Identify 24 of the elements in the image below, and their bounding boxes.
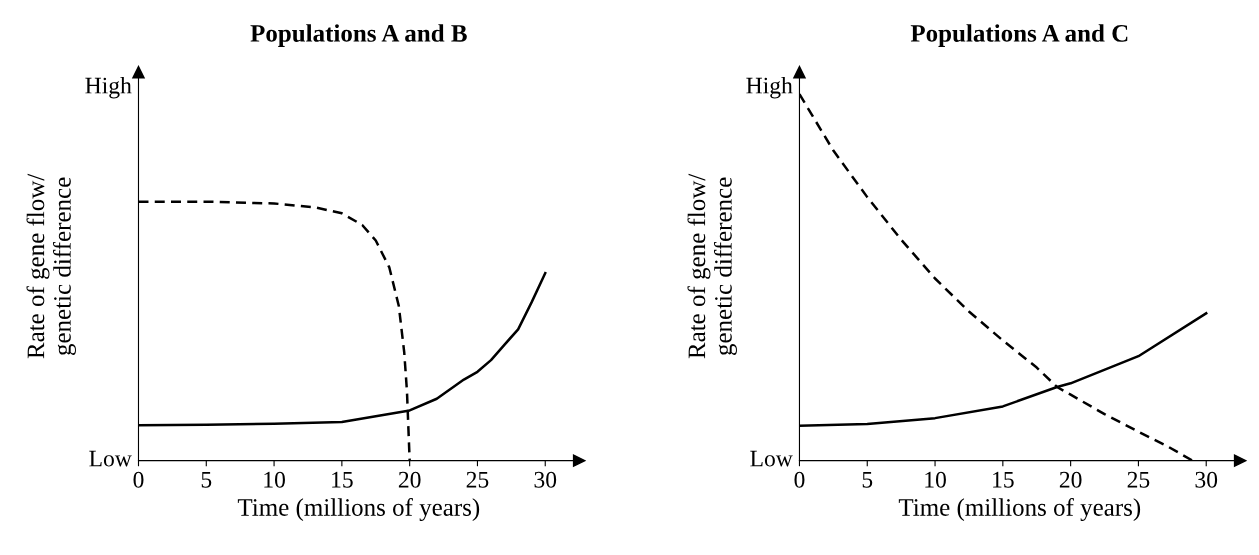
x-tick-label: 30 (1195, 471, 1218, 488)
text: High (85, 76, 132, 99)
x-tick-label: 25 (466, 471, 489, 488)
text: Low (750, 450, 793, 467)
x-tick-label: 15 (332, 471, 353, 488)
y-axis-title: Rate of gene flow/ genetic difference (26, 173, 76, 359)
x-tick-label: 25 (1127, 471, 1150, 488)
x-tick-label: 20 (1059, 471, 1082, 488)
x-tick-label: 20 (398, 471, 421, 488)
y-axis-title: Rate of gene flow/ genetic difference (687, 173, 737, 359)
x-tick-label: 30 (534, 471, 557, 488)
x-tick-label: 5 (201, 471, 212, 488)
x-tick-label: 15 (993, 471, 1014, 488)
x-axis-title: Time (millions of years) (237, 498, 480, 522)
x-tick-label: 0 (133, 471, 144, 488)
x-tick-label: 10 (264, 471, 285, 488)
x-tick-label: 5 (862, 471, 873, 488)
x-tick-label: 0 (794, 471, 805, 488)
x-tick-label: 10 (925, 471, 946, 488)
text: High (746, 76, 793, 99)
chart-title: Populations A and C (910, 24, 1128, 47)
x-axis-title: Time (millions of years) (898, 498, 1141, 522)
chart-title: Populations A and B (250, 24, 467, 47)
text: Low (89, 450, 132, 467)
